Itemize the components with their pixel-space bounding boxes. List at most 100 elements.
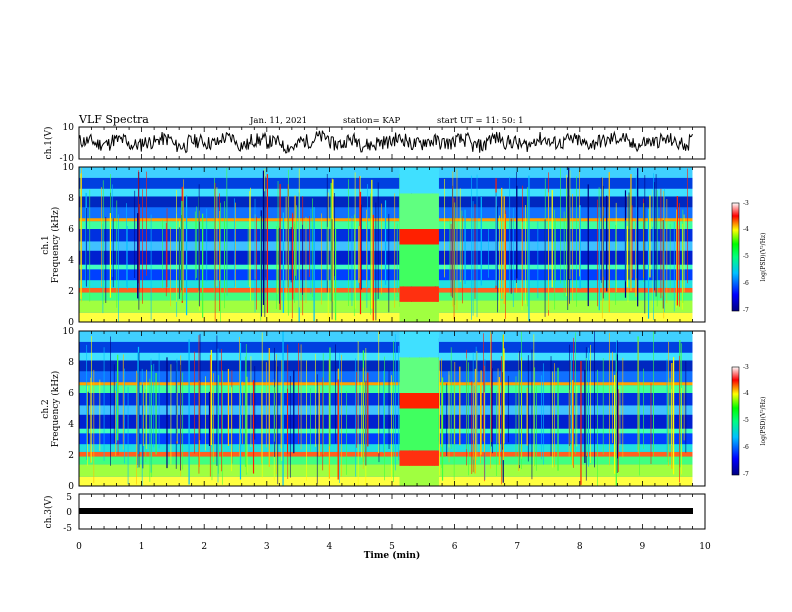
date-label: Jan. 11, 2021: [249, 116, 307, 126]
frequency-band: [79, 405, 693, 415]
ch1-colorbar-label: log(PSD)(V²/Hz): [760, 233, 767, 282]
frequency-band: [79, 177, 693, 189]
figure-title: VLF Spectra: [78, 113, 149, 126]
xtick-10: 10: [699, 542, 711, 552]
ch1-cbar-tick-3: -3: [743, 200, 749, 207]
ch3-waveform-panel: 5 0 -5 ch.3(V): [43, 493, 706, 534]
ch1-ytick-10: 10: [63, 163, 75, 173]
xtick-2: 2: [201, 542, 207, 552]
ch1-ytick-top: 10: [63, 123, 75, 133]
xtick-4: 4: [327, 542, 333, 552]
ch2-colorbar: -3 -4 -5 -6 -7 log(PSD)(V²/Hz): [731, 364, 767, 478]
no-data-strip: [692, 167, 705, 322]
xtick-7: 7: [514, 542, 520, 552]
frequency-band: [79, 341, 693, 353]
xtick-0: 0: [76, 542, 82, 552]
ch1-ytick-2: 2: [68, 287, 74, 297]
disturbance-block: [399, 167, 439, 194]
disturbance-block: [399, 465, 439, 486]
frequency-band: [79, 371, 693, 383]
ch2-ytick-2: 2: [68, 451, 74, 461]
disturbance-block: [399, 193, 439, 229]
disturbance-block: [399, 393, 439, 409]
disturbance-block: [399, 244, 439, 287]
ch2-cbar-tick-4: -4: [743, 390, 749, 397]
frequency-band: [79, 331, 693, 342]
x-axis-ticks: [78, 127, 706, 529]
disturbance-block: [399, 286, 439, 302]
ch2-cbar-tick-5: -5: [743, 417, 749, 424]
ch1-cbar-tick-7: -7: [743, 307, 749, 314]
ch3-ylabel: ch.3(V): [43, 496, 54, 529]
ch1-waveform-panel: 10 -10 ch.1(V): [43, 123, 706, 164]
ch1-ytick-bottom: -10: [60, 154, 75, 164]
xtick-5: 5: [389, 542, 395, 552]
frequency-band: [79, 433, 693, 445]
disturbance-block: [399, 357, 439, 393]
start-time-label: start UT = 11: 50: 1: [437, 116, 524, 126]
ch1-cbar-tick-6: -6: [743, 280, 749, 287]
ch3-ytick-5: 5: [66, 493, 72, 503]
ch1-colorbar-scale: [731, 202, 740, 312]
frequency-band: [79, 464, 693, 477]
ch3-ytick-minus5: -5: [63, 524, 72, 534]
frequency-band: [79, 385, 693, 393]
frequency-band: [79, 292, 693, 301]
ch1-ytick-0: 0: [68, 318, 74, 328]
frequency-band: [79, 300, 693, 313]
disturbance-block: [399, 229, 439, 245]
ch2-ytick-4: 4: [68, 420, 74, 430]
ch2-colorbar-label: log(PSD)(V²/Hz): [760, 397, 767, 446]
frequency-band: [79, 382, 693, 386]
ch1-ytick-4: 4: [68, 256, 74, 266]
x-axis-title: Time (min): [364, 550, 421, 561]
ch1-ylabel-frequency: Frequency (kHz): [50, 207, 61, 284]
xtick-9: 9: [640, 542, 646, 552]
disturbance-block: [399, 450, 439, 466]
disturbance-block: [399, 331, 439, 358]
ch1-spectrogram-image: [79, 167, 705, 322]
ch1-ytick-6: 6: [68, 225, 74, 235]
frequency-band: [79, 428, 693, 434]
ch1-spectrogram-panel: 0 2 4 6 8 10 ch.1 Frequency (kHz): [41, 163, 706, 328]
x-axis-labels: 0 1 2 3 4 5 6 7 8 9 10: [76, 542, 711, 552]
ch1-ylabel: ch.1(V): [43, 127, 54, 160]
ch2-ytick-10: 10: [63, 327, 75, 337]
frequency-band: [79, 287, 693, 293]
frequency-band: [79, 188, 693, 197]
ch2-ytick-8: 8: [68, 358, 74, 368]
frequency-band: [79, 476, 693, 486]
frequency-band: [79, 352, 693, 361]
xtick-1: 1: [139, 542, 145, 552]
ch3-ytick-0: 0: [66, 508, 72, 518]
disturbance-block: [399, 408, 439, 451]
frequency-band: [79, 360, 693, 372]
xtick-3: 3: [264, 542, 270, 552]
ch2-cbar-tick-6: -6: [743, 444, 749, 451]
ch2-spectrogram-panel: 0 2 4 6 8 10 ch.2 Frequency (kHz): [41, 327, 706, 492]
ch2-ytick-0: 0: [68, 482, 74, 492]
ch1-waveform-line: [78, 130, 693, 154]
ch2-ylabel-frequency: Frequency (kHz): [50, 371, 61, 448]
xtick-8: 8: [577, 542, 583, 552]
frequency-band: [79, 456, 693, 465]
ch2-ytick-6: 6: [68, 389, 74, 399]
ch2-colorbar-scale: [731, 366, 740, 476]
ch1-cbar-tick-5: -5: [743, 253, 749, 260]
ch2-spectrogram-image: [79, 331, 705, 486]
frequency-band: [79, 444, 693, 452]
ch1-ytick-8: 8: [68, 194, 74, 204]
ch1-cbar-tick-4: -4: [743, 226, 749, 233]
disturbance-block: [399, 301, 439, 322]
station-label: station= KAP: [343, 116, 401, 126]
ch3-waveform-line: [79, 508, 693, 514]
frequency-band: [79, 414, 693, 429]
ch1-colorbar: -3 -4 -5 -6 -7 log(PSD)(V²/Hz): [731, 200, 767, 314]
ch2-cbar-tick-3: -3: [743, 364, 749, 371]
xtick-6: 6: [452, 542, 458, 552]
frequency-band: [79, 451, 693, 457]
ch2-ylabel-channel: ch.2: [41, 399, 51, 418]
no-data-strip: [692, 331, 705, 486]
frequency-band: [79, 393, 693, 406]
